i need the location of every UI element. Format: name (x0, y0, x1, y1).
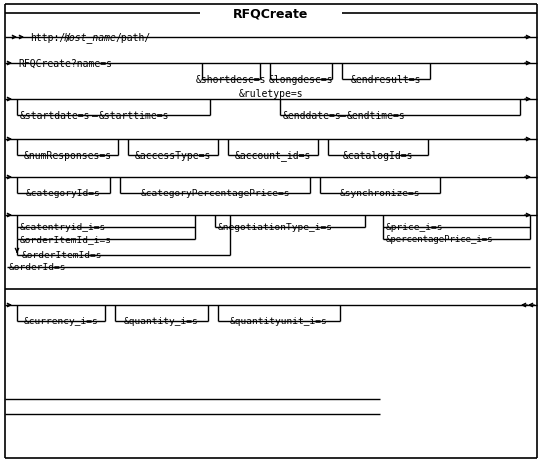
Text: &startdate=s: &startdate=s (20, 111, 91, 121)
Text: &negotiationType_i=s: &negotiationType_i=s (218, 223, 333, 232)
Text: &catentryid_i=s: &catentryid_i=s (20, 223, 106, 232)
Text: &endtime=s: &endtime=s (347, 111, 406, 121)
Text: &categoryId=s: &categoryId=s (26, 189, 101, 198)
Text: —: — (340, 111, 346, 121)
Text: &ruletype=s: &ruletype=s (238, 89, 304, 99)
Text: &account_id=s: &account_id=s (235, 150, 311, 161)
Text: &endresult=s: &endresult=s (351, 75, 421, 85)
Text: &shortdesc=s: &shortdesc=s (196, 75, 266, 85)
Text: &categoryPercentagePrice=s: &categoryPercentagePrice=s (140, 189, 290, 198)
Text: RFQCreate?name=s: RFQCreate?name=s (18, 59, 112, 69)
Text: &synchronize=s: &synchronize=s (340, 189, 420, 198)
Text: &accessType=s: &accessType=s (135, 150, 211, 161)
Text: &orderItemId_i=s: &orderItemId_i=s (20, 235, 112, 244)
Text: &currency_i=s: &currency_i=s (24, 317, 99, 326)
Text: —: — (92, 111, 98, 121)
Text: &starttime=s: &starttime=s (99, 111, 170, 121)
Text: http://: http:// (30, 33, 71, 43)
Text: /path/: /path/ (116, 33, 151, 43)
Text: &catalogId=s: &catalogId=s (343, 150, 413, 161)
Text: &enddate=s: &enddate=s (283, 111, 342, 121)
Text: &orderItemId=s: &orderItemId=s (22, 251, 102, 260)
Text: &price_i=s: &price_i=s (386, 223, 443, 232)
Text: &quantity_i=s: &quantity_i=s (124, 317, 199, 326)
Text: &quantityunit_i=s: &quantityunit_i=s (230, 317, 328, 326)
Text: &orderId=s: &orderId=s (9, 263, 67, 272)
Text: host_name: host_name (64, 32, 117, 44)
Text: &percentagePrice_i=s: &percentagePrice_i=s (386, 235, 494, 244)
Text: &numResponses=s: &numResponses=s (23, 150, 112, 161)
Text: &longdesc=s: &longdesc=s (269, 75, 333, 85)
Text: RFQCreate: RFQCreate (233, 7, 309, 20)
